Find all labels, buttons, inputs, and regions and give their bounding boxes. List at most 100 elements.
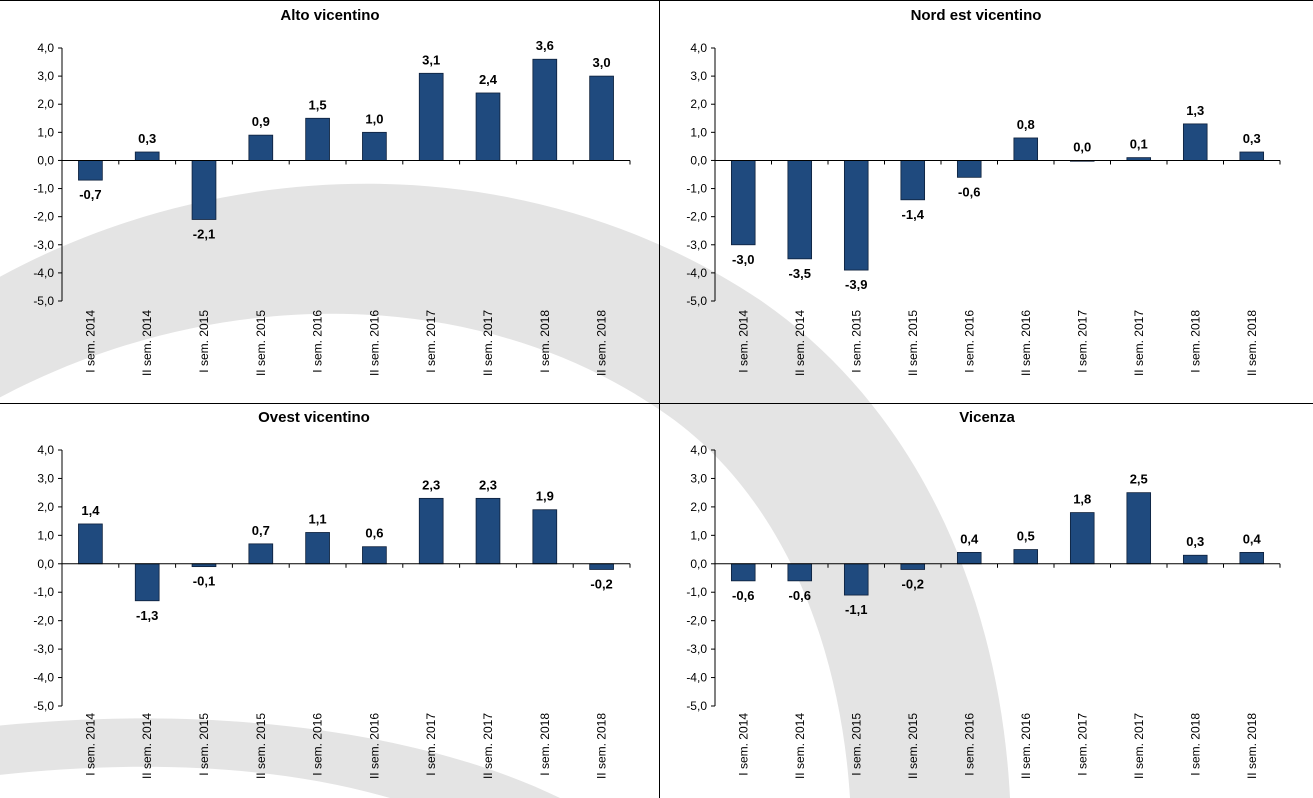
y-tick-label: -3,0 <box>33 642 54 656</box>
category-label: II sem. 2014 <box>140 310 154 376</box>
vertical-divider <box>659 0 660 798</box>
bar <box>134 151 160 161</box>
value-label: 0,9 <box>252 114 270 129</box>
bar <box>956 160 982 178</box>
y-tick-label: -5,0 <box>33 699 54 713</box>
bar <box>730 160 756 246</box>
value-label: 0,4 <box>1243 531 1262 546</box>
bar <box>1239 551 1265 565</box>
y-tick-label: -4,0 <box>686 671 707 685</box>
category-label: I sem. 2016 <box>962 713 976 776</box>
category-label: I sem. 2017 <box>424 713 438 776</box>
y-tick-label: 2,0 <box>37 97 54 111</box>
bar <box>1013 137 1039 161</box>
bar <box>418 497 444 565</box>
category-label: I sem. 2014 <box>736 310 750 373</box>
value-label: 0,6 <box>365 526 383 541</box>
category-label: II sem. 2018 <box>595 713 609 779</box>
y-tick-label: -1,0 <box>33 585 54 599</box>
category-label: II sem. 2016 <box>367 310 381 376</box>
category-label: I sem. 2015 <box>849 713 863 776</box>
bar <box>532 509 558 565</box>
category-label: II sem. 2015 <box>906 713 920 779</box>
bar <box>305 532 330 565</box>
value-label: 0,4 <box>960 531 979 546</box>
y-tick-label: 1,0 <box>37 528 54 542</box>
value-label: -0,7 <box>79 187 101 202</box>
value-label: 0,1 <box>1130 137 1148 152</box>
y-tick-label: -1,0 <box>686 585 707 599</box>
category-label: II sem. 2016 <box>1019 310 1033 376</box>
bar <box>305 117 330 161</box>
y-tick-label: -4,0 <box>33 266 54 280</box>
chart-panel-nord-est-vicentino: Nord est vicentino 4,0 3,0 2,0 1,0 0,0 -1,0 -2… <box>660 0 1313 403</box>
bar <box>78 160 103 181</box>
value-label: 0,3 <box>1243 131 1261 146</box>
bar <box>956 551 982 565</box>
y-tick-label: -3,0 <box>686 238 707 252</box>
category-label: I sem. 2015 <box>197 310 211 373</box>
y-tick-label: -2,0 <box>686 210 707 224</box>
category-label: I sem. 2018 <box>1188 713 1202 776</box>
value-label: 1,3 <box>1186 103 1204 118</box>
category-label: I sem. 2014 <box>83 713 97 776</box>
y-tick-label: -3,0 <box>33 238 54 252</box>
bar <box>589 75 614 161</box>
value-label: -0,6 <box>732 588 754 603</box>
value-label: 2,3 <box>479 477 497 492</box>
category-label: II sem. 2017 <box>1132 310 1146 376</box>
y-tick-label: -4,0 <box>33 671 54 685</box>
y-tick-label: -2,0 <box>33 614 54 628</box>
bar <box>900 160 926 201</box>
bar <box>843 563 869 596</box>
bar <box>1069 512 1095 565</box>
value-label: 3,6 <box>536 38 554 53</box>
value-label: 0,8 <box>1017 117 1035 132</box>
bar <box>191 160 217 220</box>
top-border <box>0 0 1313 1</box>
value-label: 0,0 <box>1073 139 1091 154</box>
y-tick-label: -1,0 <box>686 182 707 196</box>
y-tick-label: -4,0 <box>686 266 707 280</box>
value-label: -0,6 <box>789 588 811 603</box>
category-label: II sem. 2017 <box>1132 713 1146 779</box>
bar <box>475 497 501 565</box>
category-label: II sem. 2016 <box>1019 713 1033 779</box>
y-tick-label: 1,0 <box>690 125 707 139</box>
y-tick-label: 0,0 <box>37 153 54 167</box>
watermark-arc-shape-lower <box>0 718 560 798</box>
category-label: I sem. 2017 <box>424 310 438 373</box>
category-label: II sem. 2018 <box>1245 713 1259 779</box>
category-label: I sem. 2017 <box>1075 310 1089 373</box>
value-label: 1,8 <box>1073 492 1091 507</box>
bar <box>787 160 813 260</box>
y-tick-label: 4,0 <box>37 41 54 55</box>
value-label: 0,3 <box>1186 534 1204 549</box>
y-tick-label: -1,0 <box>33 182 54 196</box>
chart-panel-alto-vicentino: Alto vicentino 4,0 3,0 2,0 1,0 0,0 -1,0 -2,0 -3… <box>0 0 659 403</box>
category-label: II sem. 2015 <box>254 713 268 779</box>
y-tick-label: -2,0 <box>33 210 54 224</box>
value-label: -0,2 <box>902 576 924 591</box>
category-label: II sem. 2017 <box>481 310 495 376</box>
value-label: 1,4 <box>81 503 100 518</box>
value-label: 1,9 <box>536 489 554 504</box>
chart-title: Nord est vicentino <box>911 7 1042 24</box>
chart-alto-vicentino: Alto vicentino 4,0 3,0 2,0 1,0 0,0 -1,0 -2,0 -3… <box>33 7 631 376</box>
category-label: I sem. 2014 <box>736 713 750 776</box>
value-label: -1,4 <box>902 207 925 222</box>
y-tick-label: 1,0 <box>37 125 54 139</box>
category-label: II sem. 2018 <box>1245 310 1259 376</box>
category-label: I sem. 2014 <box>83 310 97 373</box>
bar <box>78 523 103 565</box>
bar <box>787 563 813 582</box>
value-label: -0,1 <box>193 574 215 589</box>
value-label: 1,1 <box>309 511 327 526</box>
value-label: 2,4 <box>479 72 498 87</box>
value-label: 1,5 <box>309 97 327 112</box>
y-tick-label: 4,0 <box>690 41 707 55</box>
value-label: -2,1 <box>193 226 215 241</box>
bar <box>362 131 387 161</box>
y-tick-label: 4,0 <box>37 443 54 457</box>
value-label: -1,1 <box>845 602 867 617</box>
